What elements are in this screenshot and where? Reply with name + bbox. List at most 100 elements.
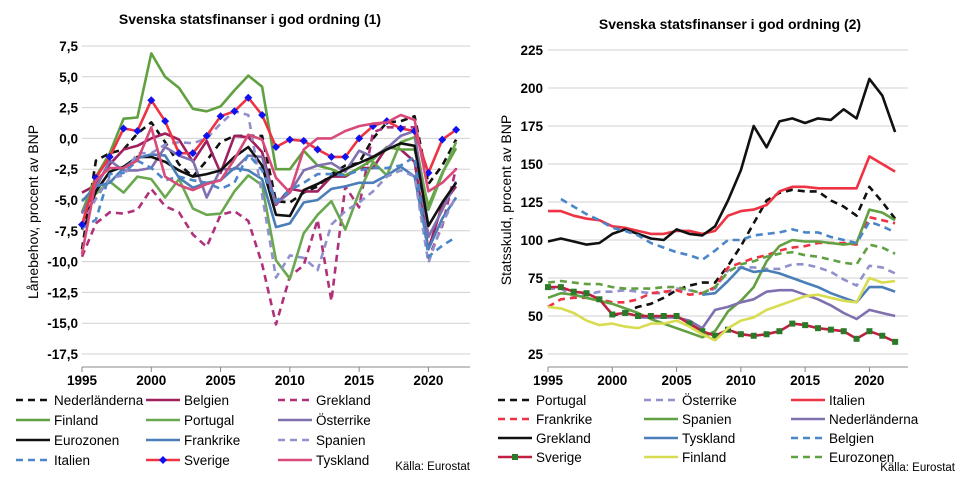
series-point <box>596 296 603 303</box>
series-point <box>327 152 336 161</box>
series-point <box>202 131 211 140</box>
legend-item: Nederländerna <box>16 393 144 408</box>
legend-item: Frankrike <box>498 412 592 427</box>
series-point <box>78 220 86 229</box>
legend-label: Spanien <box>316 433 366 448</box>
legend-item: Nederländerna <box>791 412 919 427</box>
series-point <box>622 309 629 316</box>
x-tick-label: 2005 <box>206 373 237 388</box>
series-point <box>583 290 590 297</box>
x-tick-label: 2000 <box>136 373 166 388</box>
x-tick-label: 2000 <box>597 373 627 388</box>
legend-item: Belgien <box>791 431 874 446</box>
legend-label: Italien <box>829 393 865 408</box>
series-point <box>737 331 744 338</box>
legend-item: Grekland <box>498 431 591 446</box>
series-point <box>686 320 693 327</box>
series-line <box>547 276 896 342</box>
legend-label: Sverige <box>536 450 582 465</box>
series-point <box>216 112 225 121</box>
series-finland <box>547 276 896 342</box>
series-portugal <box>81 135 458 281</box>
legend-label: Tyskland <box>682 431 735 446</box>
legend-item: Sverige <box>146 453 230 468</box>
series-point <box>175 149 183 158</box>
chart-left-source: Källa: Eurostat <box>395 461 471 473</box>
chart-left-x-ticks: 1995 2000 2005 2010 2015 2020 <box>67 366 470 388</box>
series-tyskland <box>702 266 896 304</box>
chart-left-y-ticks: 7,5 5,0 2,5 0,0 -2,5 -5,0 -7,5 -10,0 -12,5 -15,0 -… <box>47 39 78 362</box>
legend-item: Finland <box>16 413 98 428</box>
series-point <box>452 125 461 134</box>
y-tick-label: 5,0 <box>59 70 78 85</box>
series-point <box>299 136 308 145</box>
y-tick-label: -17,5 <box>47 347 78 362</box>
legend-item: Italien <box>16 453 90 468</box>
series-point <box>341 152 350 161</box>
chart-left-series <box>78 52 461 326</box>
y-tick-label: 175 <box>520 119 543 134</box>
series-point <box>763 331 770 338</box>
series-point <box>827 326 834 333</box>
chart-left: Svenska statsfinanser i god ordning (1) … <box>16 11 471 473</box>
series-point <box>396 124 405 133</box>
y-tick-label: 0,0 <box>59 131 78 146</box>
series-point <box>557 284 564 291</box>
series-point <box>647 313 654 319</box>
series-point <box>570 288 577 295</box>
legend-item: Tyskland <box>644 431 735 446</box>
legend-label: Grekland <box>536 431 591 446</box>
series-spanien <box>547 208 896 339</box>
y-tick-label: 75 <box>528 271 544 286</box>
legend-label: Finland <box>682 450 726 465</box>
series-point <box>853 335 860 342</box>
series-point <box>285 135 294 144</box>
legend-item: Österrike <box>278 413 371 428</box>
legend-label: Sverige <box>184 453 230 468</box>
legend-label: Frankrike <box>184 433 240 448</box>
series-österrike <box>80 129 458 239</box>
legend-item: Eurozonen <box>791 450 894 465</box>
legend-item: Tyskland <box>278 453 369 468</box>
x-tick-label: 2010 <box>275 373 305 388</box>
legend-label: Italien <box>54 453 90 468</box>
x-tick-label: 2020 <box>413 373 443 388</box>
legend-item: Spanien <box>644 412 732 427</box>
series-point <box>802 322 809 329</box>
series-point <box>244 93 253 102</box>
legend-item: Portugal <box>498 393 586 408</box>
y-tick-label: 225 <box>520 43 543 58</box>
legend-item: Italien <box>791 393 865 408</box>
series-line <box>547 243 896 295</box>
chart-left-legend: Nederländerna Belgien Grekland Finland Portu… <box>16 393 371 468</box>
y-tick-label: -7,5 <box>55 224 79 239</box>
chart-right-source: Källa: Eurostat <box>880 462 956 474</box>
series-point <box>230 107 239 116</box>
legend-item: Spanien <box>278 433 366 448</box>
legend-marker <box>512 454 518 460</box>
legend-label: Belgien <box>184 393 229 408</box>
series-belgien <box>560 197 896 262</box>
series-point <box>635 313 641 319</box>
y-tick-label: 100 <box>520 233 543 248</box>
series-point <box>258 110 267 119</box>
series-point <box>105 152 114 161</box>
y-tick-label: 200 <box>520 81 543 96</box>
x-tick-label: 2015 <box>790 373 821 388</box>
series-point <box>147 96 156 105</box>
legend-label: Eurozonen <box>54 433 119 448</box>
chart-right-legend: Portugal Österrike Italien Frankrike Spanien… <box>498 393 919 465</box>
series-line <box>80 110 458 279</box>
x-tick-label: 2015 <box>344 373 375 388</box>
legend-label: Österrike <box>682 393 737 408</box>
chart-right: Svenska statsfinanser i god ordning (2) … <box>498 16 956 474</box>
legend-item: Sverige <box>498 450 582 465</box>
series-point <box>161 117 170 126</box>
series-point <box>272 143 280 152</box>
series-point <box>660 313 667 319</box>
legend-item: Portugal <box>146 413 234 428</box>
y-tick-label: 25 <box>528 347 544 362</box>
y-tick-label: 2,5 <box>59 101 78 116</box>
series-frankrike <box>547 215 896 309</box>
series-line <box>611 185 897 318</box>
